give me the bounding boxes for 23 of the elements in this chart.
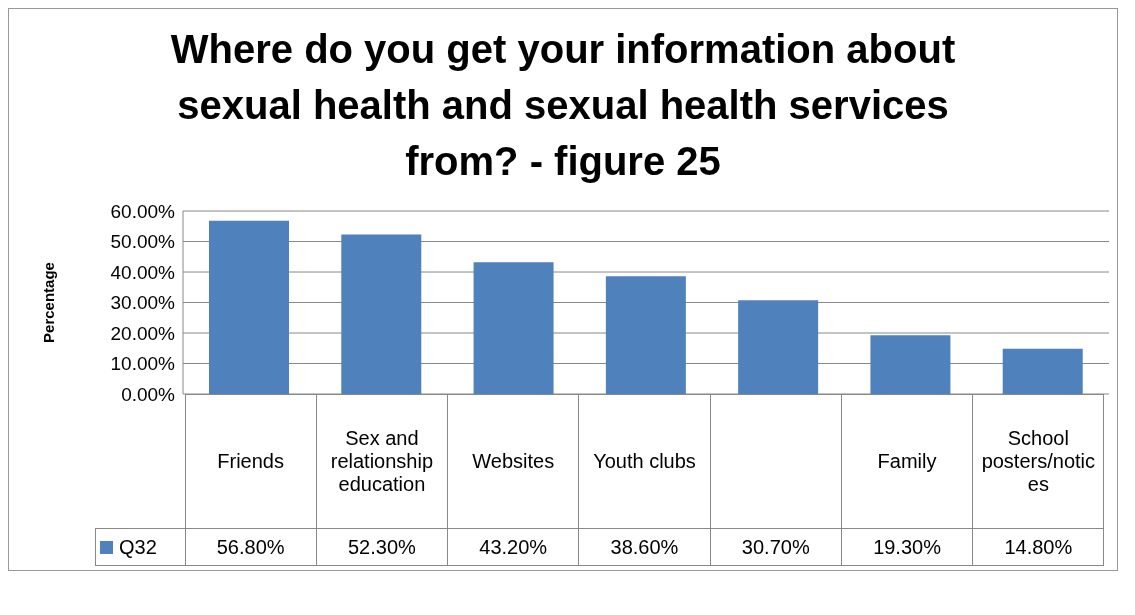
legend-label: Q32 xyxy=(118,535,157,558)
data-label: 19.30% xyxy=(841,528,973,566)
y-tick-label: 60.00% xyxy=(110,200,176,222)
data-label: 14.80% xyxy=(972,528,1104,566)
y-tick-label: 10.00% xyxy=(110,353,176,375)
data-label: 52.30% xyxy=(316,528,448,566)
data-label: 56.80% xyxy=(185,528,317,566)
chart-title: Where do you get your information about sexual health and sexual health services from? - figure 25 xyxy=(170,27,956,183)
x-tick-label: Websites xyxy=(447,394,579,529)
x-tick-label: Friends xyxy=(185,394,317,529)
y-tick-label: 20.00% xyxy=(110,322,176,344)
y-tick-label: 0.00% xyxy=(121,383,176,405)
data-label: 38.60% xyxy=(578,528,711,566)
data-label: 30.70% xyxy=(710,528,842,566)
y-tick-label: 40.00% xyxy=(110,261,176,283)
y-tick-label: 50.00% xyxy=(110,231,176,253)
x-tick-label: Family xyxy=(841,394,973,529)
x-tick-label: School posters/notices xyxy=(972,394,1104,529)
x-tick-label: Sex and relationship education xyxy=(316,394,448,529)
data-label: 43.20% xyxy=(447,528,579,566)
y-tick-label: 30.00% xyxy=(110,292,176,314)
x-tick-label: Youth clubs xyxy=(578,394,711,529)
y-axis-title: Percentage xyxy=(40,262,58,343)
